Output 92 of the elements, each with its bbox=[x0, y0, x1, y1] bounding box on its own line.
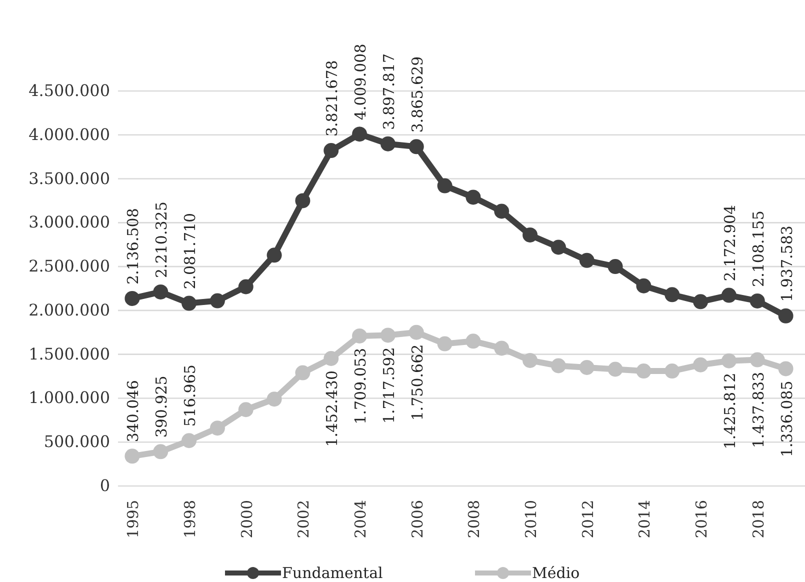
point bbox=[522, 352, 538, 368]
data-label: 2.136.508 bbox=[124, 208, 142, 284]
data-label: 1.750.662 bbox=[408, 344, 426, 421]
x-tick-label: 2008 bbox=[465, 500, 484, 538]
point bbox=[750, 352, 765, 368]
data-label: 2.210.325 bbox=[152, 202, 171, 278]
data-label: 1.437.833 bbox=[749, 372, 768, 448]
data-label: 1.452.430 bbox=[323, 370, 342, 447]
point bbox=[210, 293, 225, 308]
point bbox=[380, 328, 396, 343]
data-label: 4.009.008 bbox=[352, 44, 370, 120]
data-label: 1.425.812 bbox=[720, 372, 739, 450]
x-tick-label: 2002 bbox=[294, 500, 313, 538]
point bbox=[608, 259, 623, 274]
point bbox=[693, 357, 708, 372]
data-label: 340.046 bbox=[124, 380, 142, 442]
data-label: 390.925 bbox=[152, 376, 171, 438]
point bbox=[153, 444, 168, 460]
y-tick-label: 4.500.000 bbox=[28, 81, 110, 100]
y-tick-label: 3.000.000 bbox=[28, 212, 110, 232]
y-tick-label: 500.000 bbox=[44, 432, 110, 452]
x-tick-label: 1995 bbox=[124, 500, 142, 538]
point bbox=[778, 361, 794, 376]
data-label: 3.865.629 bbox=[408, 56, 426, 133]
y-tick-label: 3.500.000 bbox=[28, 168, 110, 188]
legend-label: Fundamental bbox=[282, 564, 384, 582]
point bbox=[664, 364, 680, 379]
point bbox=[437, 178, 452, 194]
x-tick-label: 2018 bbox=[749, 500, 768, 538]
point bbox=[324, 351, 339, 366]
point bbox=[352, 126, 368, 142]
point bbox=[466, 334, 481, 349]
point bbox=[636, 364, 652, 379]
point bbox=[466, 190, 481, 205]
point bbox=[608, 362, 623, 377]
point bbox=[721, 288, 736, 303]
point bbox=[636, 278, 652, 294]
y-tick-label: 4.000.000 bbox=[28, 124, 110, 144]
point bbox=[238, 402, 254, 418]
data-label: 2.081.710 bbox=[181, 212, 200, 290]
data-label: 1.709.053 bbox=[352, 348, 370, 424]
point bbox=[721, 353, 736, 368]
data-label: 2.172.904 bbox=[720, 204, 739, 282]
point bbox=[494, 340, 510, 356]
data-label: 3.897.817 bbox=[380, 54, 398, 130]
point bbox=[266, 392, 282, 407]
point bbox=[352, 328, 368, 344]
point bbox=[182, 296, 197, 311]
point bbox=[494, 204, 510, 219]
point bbox=[750, 293, 765, 308]
x-tick-label: 2012 bbox=[578, 500, 597, 538]
point bbox=[380, 136, 396, 152]
point bbox=[182, 433, 197, 448]
data-label: 1.336.085 bbox=[778, 380, 796, 458]
point bbox=[437, 336, 452, 352]
data-label: 3.821.678 bbox=[323, 60, 342, 137]
y-tick-label: 0 bbox=[100, 476, 110, 495]
point bbox=[295, 365, 310, 380]
y-tick-label: 2.000.000 bbox=[28, 300, 110, 320]
y-tick-label: 1.000.000 bbox=[28, 388, 110, 408]
point bbox=[124, 448, 140, 464]
y-tick-label: 2.500.000 bbox=[28, 256, 110, 276]
x-tick-label: 2016 bbox=[692, 500, 711, 538]
point bbox=[522, 227, 538, 242]
legend-label: Médio bbox=[532, 564, 580, 582]
data-label: 1.937.583 bbox=[778, 226, 796, 302]
point bbox=[210, 420, 225, 436]
data-label: 516.965 bbox=[181, 364, 200, 427]
point bbox=[579, 252, 594, 268]
point bbox=[295, 193, 310, 208]
x-tick-label: 2000 bbox=[238, 500, 256, 538]
point bbox=[778, 308, 794, 324]
x-tick-label: 1998 bbox=[181, 500, 200, 538]
x-tick-label: 2014 bbox=[636, 500, 654, 538]
point bbox=[153, 284, 168, 300]
point bbox=[266, 248, 282, 263]
x-tick-label: 2006 bbox=[408, 500, 426, 538]
y-tick-label: 1.500.000 bbox=[28, 344, 110, 364]
x-tick-label: 2010 bbox=[522, 500, 540, 538]
point bbox=[579, 360, 594, 375]
point bbox=[550, 240, 566, 255]
point bbox=[664, 287, 680, 302]
point bbox=[408, 324, 424, 340]
point bbox=[693, 294, 708, 310]
point bbox=[550, 358, 566, 374]
data-label: 1.717.592 bbox=[380, 347, 398, 424]
point bbox=[408, 139, 424, 154]
point bbox=[324, 143, 339, 158]
x-tick-label: 2004 bbox=[352, 500, 370, 538]
point bbox=[124, 290, 140, 306]
data-label: 2.108.155 bbox=[749, 210, 768, 287]
point bbox=[238, 279, 254, 294]
